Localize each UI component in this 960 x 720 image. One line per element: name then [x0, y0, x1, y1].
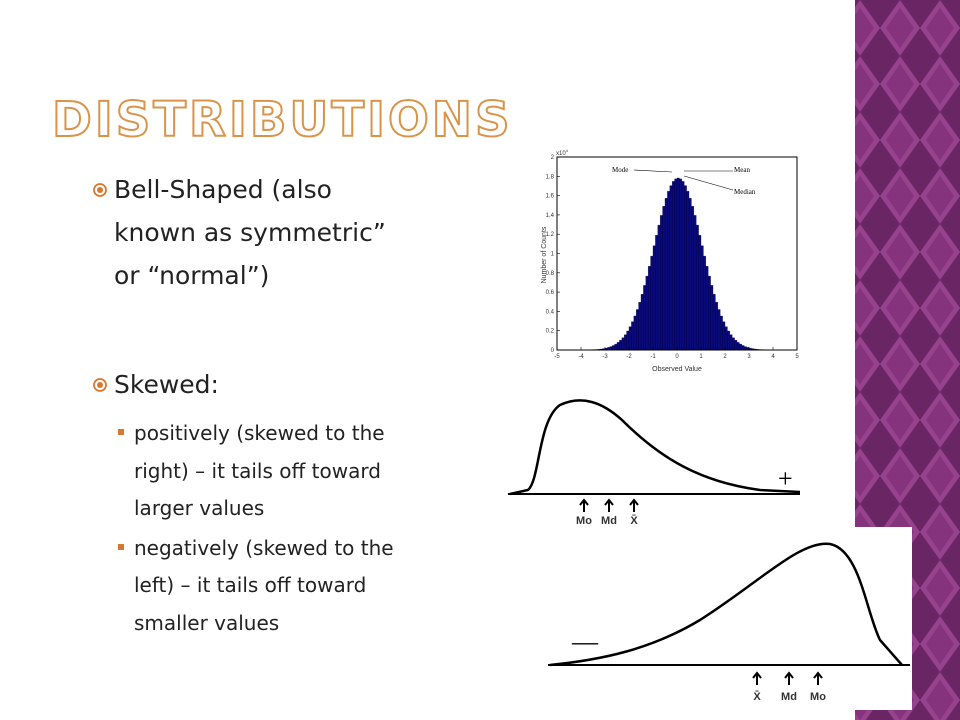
marker-label: Mo [576, 515, 592, 527]
sign: — [571, 627, 599, 656]
skewed-left-figure: — X̄ Md Mo [533, 527, 912, 710]
marker-label: X̄ [630, 515, 638, 527]
slide-title: DISTRIBUTIONS [52, 92, 513, 148]
x-tick-label: -3 [602, 354, 608, 360]
y-tick-label: 1 [551, 252, 555, 258]
sub-bullet-icon [118, 544, 124, 550]
annotation: Mode [612, 166, 628, 174]
bullet-text: or “normal”) [114, 261, 269, 290]
annotation: Median [734, 188, 756, 196]
curve [549, 542, 903, 667]
bullet-text: Skewed: [114, 370, 219, 399]
x-tick-label: -1 [650, 354, 656, 360]
marker-arrow [752, 671, 762, 685]
bullet-icon [93, 378, 107, 392]
y-tick-label: 1.2 [546, 232, 555, 238]
sign: + [778, 464, 793, 493]
y-tick-label: 0.4 [546, 309, 555, 315]
y-tick-label: 1.4 [546, 213, 555, 219]
marker-label: Md [601, 515, 617, 527]
sub-bullet-icon [118, 429, 124, 435]
sub-bullet-text: right) – it tails off toward [134, 459, 381, 483]
sub-bullet-text: positively (skewed to the [134, 421, 385, 445]
sub-bullet-text: left) – it tails off toward [134, 573, 366, 597]
y-tick-label: 0.8 [546, 271, 555, 277]
marker-arrow [784, 671, 794, 685]
sub-bullet-text: smaller values [134, 611, 279, 635]
y-tick-label: 0.6 [546, 290, 555, 296]
y-tick-label: 1.6 [546, 194, 555, 200]
bullet-icon [93, 183, 107, 197]
annotation: Mean [734, 166, 750, 174]
histogram-figure: x104 Observed Value Number of Counts Mod… [515, 148, 805, 373]
sub-bullet-text: larger values [134, 496, 264, 520]
y-tick-label: 0 [551, 348, 555, 354]
bullet-list: Bell-Shaped (also known as symmetric” or “… [93, 175, 394, 635]
marker-arrow [629, 498, 639, 512]
x-tick-label: -5 [554, 354, 560, 360]
marker-label: Md [781, 691, 797, 703]
y-axis-label: Number of Counts [541, 226, 548, 283]
x-tick-label: 5 [795, 354, 799, 360]
bullet-text: Bell-Shaped (also [114, 175, 332, 204]
x-tick-label: 4 [771, 354, 775, 360]
bullet-text: known as symmetric” [114, 218, 386, 247]
annotation-pointer [633, 169, 734, 191]
x-tick-label: -4 [578, 354, 584, 360]
x-tick-label: 0 [675, 354, 679, 360]
y-tick-label: 1.8 [546, 174, 555, 180]
multiplier: x104 [556, 148, 569, 157]
marker-label: Mo [810, 691, 826, 703]
curve [509, 399, 801, 496]
figure-bg [495, 383, 818, 545]
marker-label: X̄ [753, 691, 761, 703]
marker-arrow [813, 671, 823, 685]
bullet-icon [97, 382, 103, 388]
marker-arrow [579, 498, 589, 512]
sub-bullet-text: negatively (skewed to the [134, 536, 394, 560]
y-tick-label: 0.2 [546, 329, 555, 335]
x-tick-label: 2 [723, 354, 727, 360]
y-tick-label: 2 [551, 155, 555, 161]
x-tick-label: -2 [626, 354, 632, 360]
x-tick-label: 3 [747, 354, 751, 360]
marker-arrow [604, 498, 614, 512]
x-axis-label: Observed Value [652, 366, 702, 373]
figure-bg [533, 527, 912, 710]
bullet-icon [97, 187, 103, 193]
skewed-right-figure: + Mo Md X̄ [495, 383, 818, 545]
x-tick-label: 1 [699, 354, 703, 360]
